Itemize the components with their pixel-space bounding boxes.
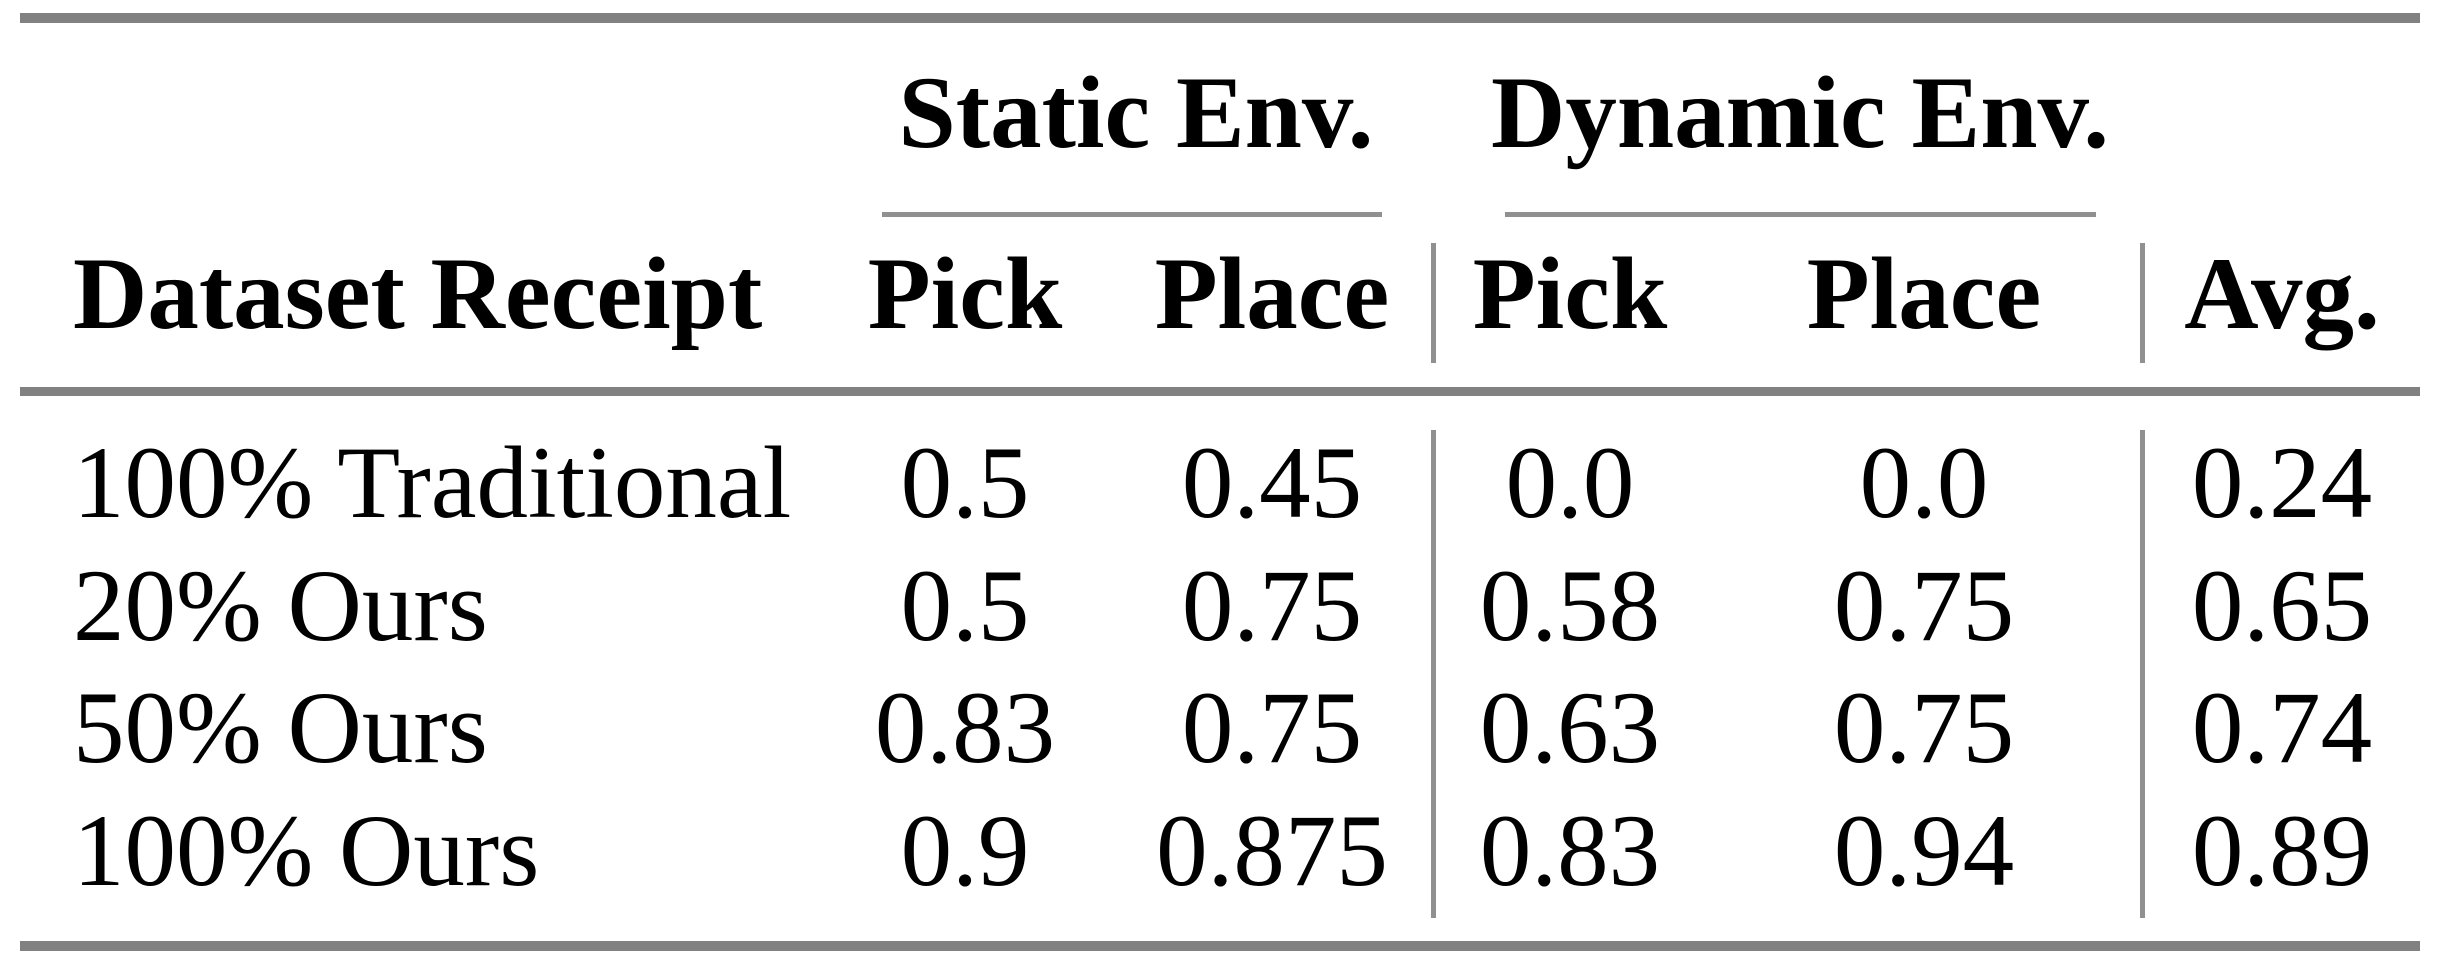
cell-dynamic-place: 0.94 [1833,794,2015,908]
cell-static-place: 0.875 [1156,794,1388,908]
column-header-avg: Avg. [2184,237,2380,351]
group-header-dynamic-env: Dynamic Env. [1490,56,2110,170]
column-header-static-pick: Pick [867,237,1063,351]
table-mid-rule [20,387,2420,396]
cell-dynamic-place: 0.75 [1833,671,2015,785]
column-header-static-place: Place [1154,237,1390,351]
column-header-dynamic-place: Place [1806,237,2042,351]
table-row: 100% Traditional 0.5 0.45 0.0 0.0 0.24 [0,415,2440,551]
cell-dynamic-pick: 0.83 [1479,794,1661,908]
vertical-separator [1431,430,1436,918]
table-top-rule [20,13,2420,23]
table-row: 100% Ours 0.9 0.875 0.83 0.94 0.89 [0,783,2440,919]
cell-avg: 0.74 [2191,671,2373,785]
table-row: 50% Ours 0.83 0.75 0.63 0.75 0.74 [0,660,2440,796]
cell-avg: 0.89 [2191,794,2373,908]
table-bottom-rule [20,941,2420,951]
cell-static-place: 0.75 [1181,549,1363,663]
cell-static-place: 0.75 [1181,671,1363,785]
static-env-underline [882,212,1382,217]
cell-dynamic-pick: 0.58 [1479,549,1661,663]
cell-static-pick: 0.9 [900,794,1030,908]
cell-avg: 0.65 [2191,549,2373,663]
cell-static-pick: 0.5 [900,549,1030,663]
cell-dynamic-pick: 0.0 [1505,426,1635,540]
row-label: 100% Ours [73,794,540,908]
cell-avg: 0.24 [2191,426,2373,540]
group-header-static-env: Static Env. [898,56,1374,170]
row-label: 50% Ours [73,671,488,785]
cell-static-pick: 0.5 [900,426,1030,540]
cell-dynamic-pick: 0.63 [1479,671,1661,785]
vertical-separator [2140,243,2145,363]
cell-static-place: 0.45 [1181,426,1363,540]
cell-static-pick: 0.83 [874,671,1056,785]
column-header-dynamic-pick: Pick [1472,237,1668,351]
vertical-separator [1431,243,1436,363]
table-row: 20% Ours 0.5 0.75 0.58 0.75 0.65 [0,538,2440,674]
group-header-row: Static Env. Dynamic Env. [0,45,2440,181]
cell-dynamic-place: 0.75 [1833,549,2015,663]
column-header-row: Dataset Receipt Pick Place Pick Place Av… [0,226,2440,362]
dynamic-env-underline [1505,212,2096,217]
vertical-separator [2140,430,2145,918]
row-label: 100% Traditional [73,426,792,540]
column-header-dataset-receipt: Dataset Receipt [73,237,763,351]
row-label: 20% Ours [73,549,488,663]
cell-dynamic-place: 0.0 [1859,426,1989,540]
